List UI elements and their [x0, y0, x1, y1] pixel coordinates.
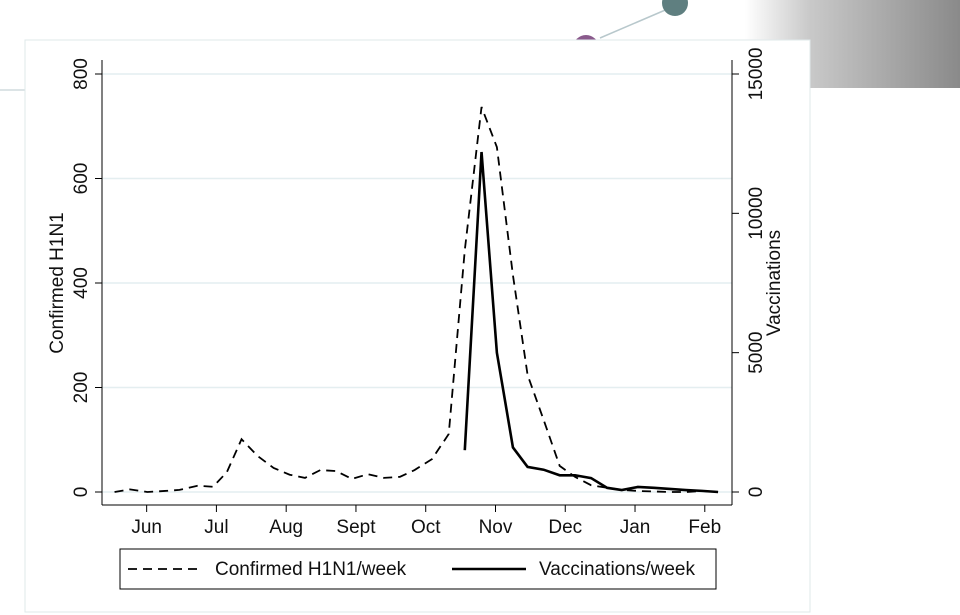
decor-line	[599, 7, 671, 39]
legend-label: Confirmed H1N1/week	[215, 559, 407, 580]
y2-tick-label: 10000	[746, 187, 767, 240]
x-tick-label: Oct	[411, 517, 441, 538]
x-tick-label: Jul	[204, 517, 228, 538]
x-tick-label: Dec	[548, 517, 582, 538]
y-tick-label: 0	[71, 487, 92, 498]
legend-box	[119, 548, 717, 590]
y-tick-label: 800	[71, 58, 92, 90]
y2-tick-label: 5000	[746, 332, 767, 374]
y2-tick-label: 0	[746, 487, 767, 498]
y-tick-label: 400	[71, 267, 92, 299]
series-line	[463, 151, 719, 494]
y-tick-label: 200	[71, 372, 92, 404]
x-tick-label: Jun	[131, 517, 162, 538]
y-tick-label: 600	[71, 163, 92, 195]
y2-tick-label: 15000	[746, 48, 767, 101]
x-tick-label: Aug	[269, 517, 303, 538]
x-tick-label: Nov	[479, 517, 513, 538]
x-tick-label: Feb	[688, 517, 721, 538]
x-tick-label: Jan	[620, 517, 651, 538]
legend-label: Vaccinations/week	[539, 559, 695, 580]
decor-circle	[662, 0, 688, 16]
y2-axis-label: Vaccinations	[764, 230, 785, 336]
x-tick-label: Sept	[336, 517, 376, 538]
plot-panel	[24, 39, 811, 613]
y-axis-label: Confirmed H1N1	[47, 212, 68, 354]
